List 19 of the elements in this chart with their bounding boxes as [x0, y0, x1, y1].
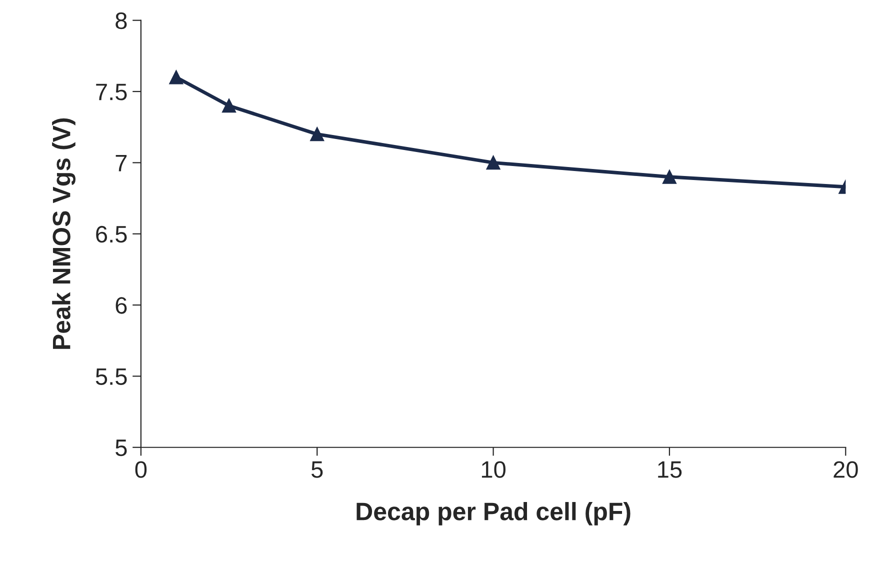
x-tick-label: 20 [834, 461, 858, 478]
x-tick-label: 15 [658, 461, 682, 478]
y-tick-label: 7.5 [96, 84, 127, 100]
point [169, 70, 184, 84]
x-axis-title: Decap per Pad cell (pF) [356, 502, 630, 526]
point [310, 127, 324, 142]
point [222, 98, 236, 113]
y-tick-label: 5 [116, 440, 127, 456]
x-tick-label: 10 [482, 461, 506, 478]
point [662, 170, 676, 184]
y-tick-label: 7 [116, 154, 127, 172]
y-tick-label: 5.5 [96, 368, 127, 385]
x-tick-label: 5 [311, 461, 323, 478]
y-tick-label: 8 [116, 12, 127, 30]
y-tick-label: 6 [116, 297, 127, 314]
point [486, 156, 500, 170]
y-tick-label: 6.5 [96, 226, 127, 243]
x-tick-label: 0 [135, 461, 147, 478]
y-axis-title: Peak NMOS Vgs (V) [52, 118, 76, 349]
